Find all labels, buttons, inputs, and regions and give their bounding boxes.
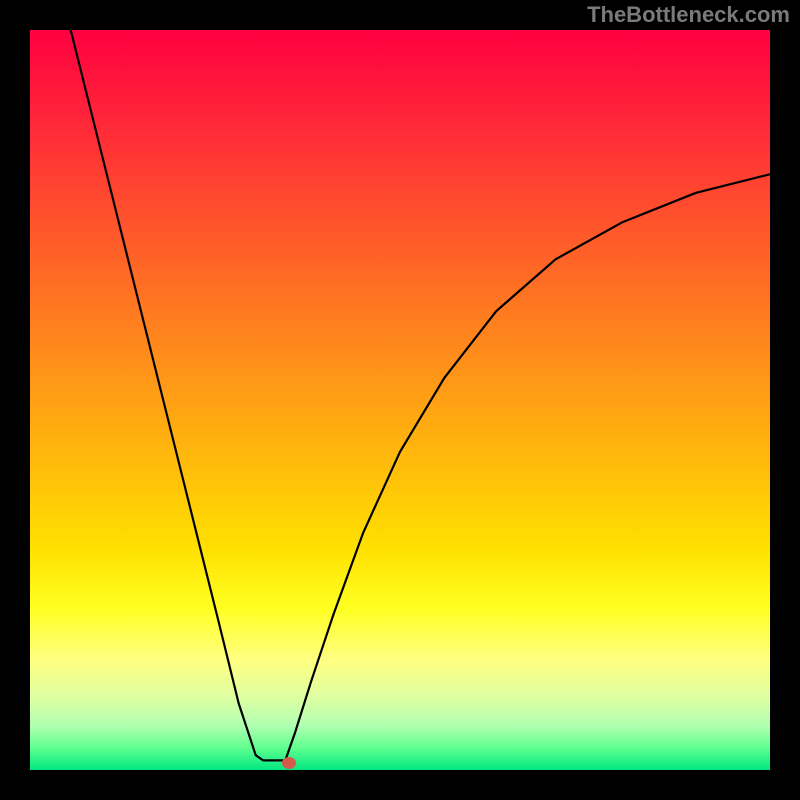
chart-container: TheBottleneck.com — [0, 0, 800, 800]
plot-area — [30, 30, 770, 770]
gradient-background — [30, 30, 770, 770]
optimum-marker — [282, 757, 296, 769]
watermark-text: TheBottleneck.com — [587, 2, 790, 28]
